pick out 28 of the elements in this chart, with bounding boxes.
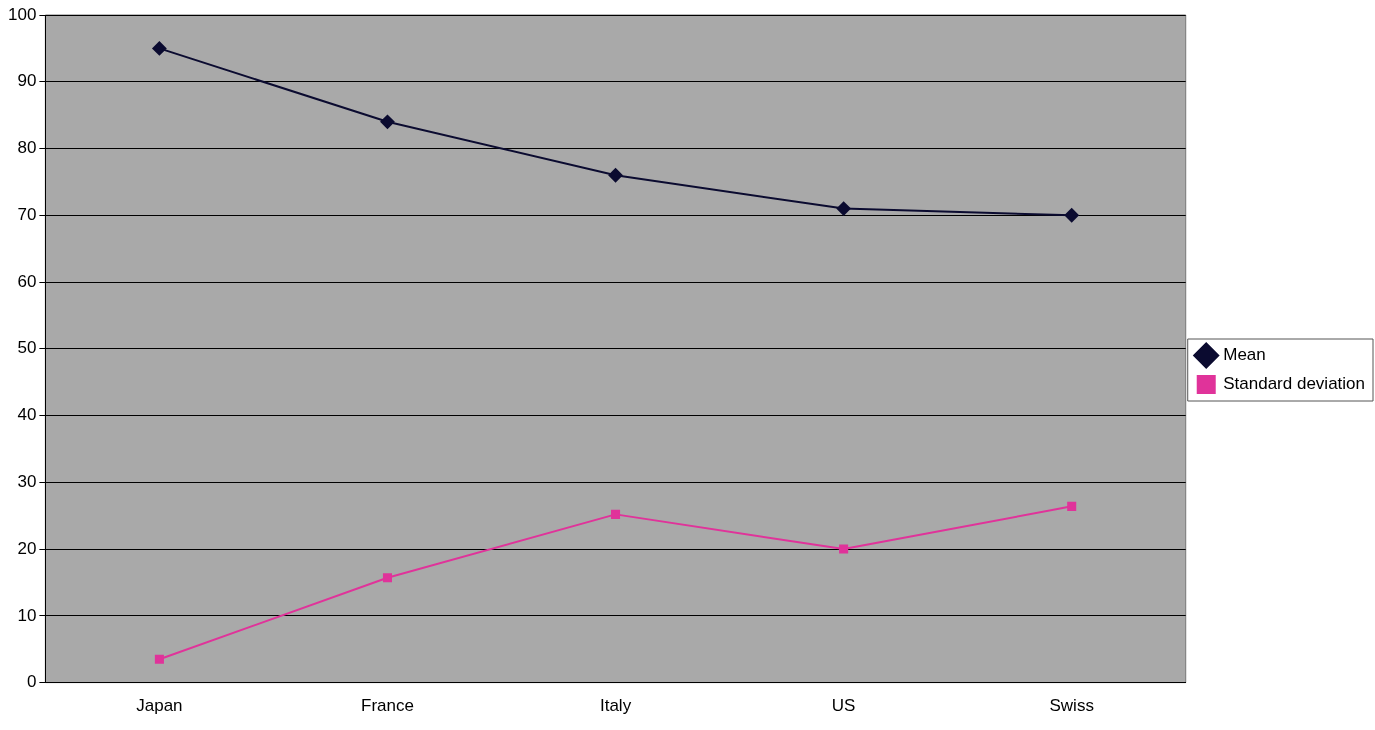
x-tick-label: France <box>361 696 414 716</box>
y-tick-label: 10 <box>17 605 37 625</box>
point <box>382 573 393 583</box>
y-tick-label: 50 <box>17 338 37 358</box>
x-tick-label: Swiss <box>1049 696 1094 716</box>
y-tick-label: 40 <box>17 405 37 425</box>
y-tick-label: 90 <box>17 71 37 91</box>
x-tick-label: Italy <box>599 696 632 716</box>
point <box>152 41 167 56</box>
y-tick-label: 70 <box>17 204 37 224</box>
y-tick-label: 20 <box>17 538 37 558</box>
y-tick-label: 100 <box>7 4 37 24</box>
x-tick-label: US <box>831 696 856 716</box>
y-tick-label: 80 <box>17 138 37 158</box>
y-tick-label: 60 <box>17 271 37 291</box>
legend-label: Standard deviation <box>1223 374 1366 394</box>
point <box>839 544 849 554</box>
point <box>154 654 164 664</box>
point <box>836 201 851 216</box>
y-tick-label: 0 <box>26 672 37 692</box>
point <box>380 114 395 129</box>
x-tick-label: Japan <box>136 696 183 716</box>
point <box>1067 501 1077 511</box>
point <box>608 168 623 183</box>
legend-label: Mean <box>1223 345 1266 365</box>
point <box>1064 208 1079 223</box>
y-tick-label: 30 <box>17 472 37 492</box>
point <box>611 509 621 519</box>
